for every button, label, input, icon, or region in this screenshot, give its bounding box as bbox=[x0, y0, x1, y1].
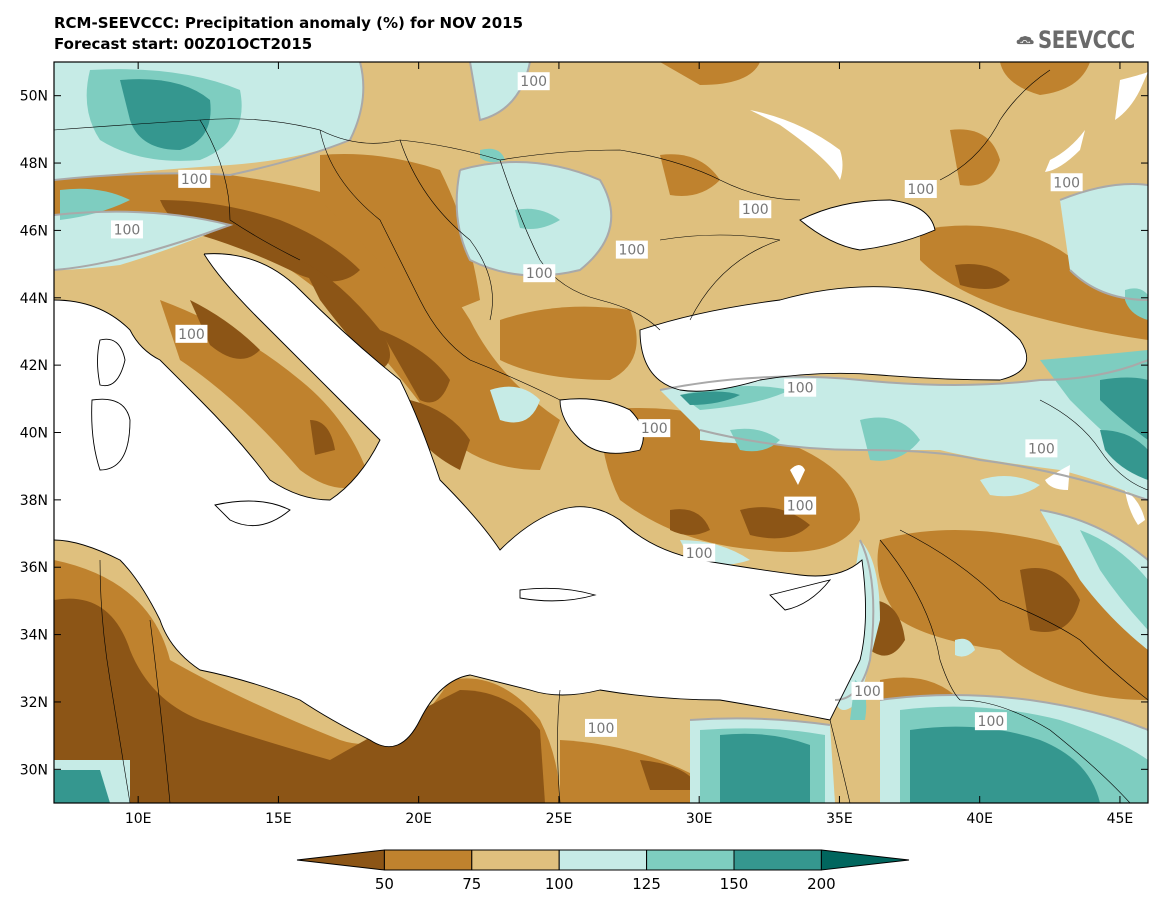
x-tick-label: 45E bbox=[1107, 811, 1134, 827]
contour-label-text: 100 bbox=[854, 684, 881, 700]
contour-label-bg bbox=[110, 220, 143, 239]
contour-label-text: 100 bbox=[907, 182, 934, 198]
colorbar-arrow-low bbox=[296, 849, 385, 871]
seevccc-logo: SEEVCCC bbox=[1016, 22, 1156, 58]
y-tick-label: 32N bbox=[20, 695, 48, 711]
contour-label-100: 100 bbox=[638, 419, 671, 438]
y-tick-label: 30N bbox=[20, 762, 48, 778]
coastlines-borders bbox=[54, 199, 1028, 748]
contour-labels-layer: 100 100 100 100 100 100 100 100 100 100 100 100 100 1… bbox=[110, 72, 1083, 737]
colorbar-tick-label: 50 bbox=[375, 875, 394, 893]
y-tick-label: 40N bbox=[20, 426, 48, 442]
contour-label-text: 100 bbox=[588, 721, 615, 737]
contour-label-bg bbox=[178, 169, 211, 188]
contour-label-bg bbox=[974, 712, 1007, 731]
contour-label-100: 100 bbox=[974, 712, 1007, 731]
contour-label-bg bbox=[1050, 173, 1083, 192]
contour-label-text: 100 bbox=[1053, 175, 1080, 191]
contour-label-bg bbox=[904, 179, 937, 198]
map-field bbox=[54, 62, 1148, 803]
contour-label-100: 100 bbox=[683, 543, 716, 562]
colorbar: 50 75 100 125 150 200 bbox=[296, 849, 910, 893]
map-title: RCM-SEEVCCC: Precipitation anomaly (%) f… bbox=[54, 14, 524, 32]
contour-label-bg bbox=[175, 324, 208, 343]
contour-label-100: 100 bbox=[784, 378, 817, 397]
cloud-icon bbox=[1016, 35, 1034, 45]
contour-label-bg bbox=[784, 496, 817, 515]
contour-label-text: 100 bbox=[178, 327, 205, 343]
colorbar-tick-label: 150 bbox=[720, 875, 749, 893]
y-tick-label: 48N bbox=[20, 156, 48, 172]
contour-label-text: 100 bbox=[641, 421, 668, 437]
forecast-start-subtitle: Forecast start: 00Z01OCT2015 bbox=[54, 35, 313, 53]
contour-label-text: 100 bbox=[618, 243, 645, 259]
contour-label-100: 100 bbox=[175, 324, 208, 343]
contour-label-100: 100 bbox=[1025, 439, 1058, 458]
contour-label-bg bbox=[739, 200, 772, 219]
colorbar-tick-label: 125 bbox=[632, 875, 661, 893]
anomaly-150-200-regions bbox=[54, 79, 1148, 803]
contour-label-text: 100 bbox=[787, 381, 814, 397]
contour-label-100: 100 bbox=[851, 681, 884, 700]
contour-100-lines bbox=[54, 62, 1148, 731]
contour-label-100: 100 bbox=[784, 496, 817, 515]
y-tick-label: 38N bbox=[20, 493, 48, 509]
contour-label-text: 100 bbox=[181, 172, 208, 188]
nodata-patches bbox=[750, 72, 1148, 525]
contour-label-bg bbox=[1025, 439, 1058, 458]
contour-label-bg bbox=[784, 378, 817, 397]
colorbar-segment bbox=[558, 849, 648, 871]
axis-ticks-layer: 10E 15E 20E 25E 30E 35E 40E 45E 30N 32N 34N 36N 38N 4… bbox=[20, 62, 1148, 827]
y-tick-label: 34N bbox=[20, 628, 48, 644]
colorbar-segment bbox=[471, 849, 560, 871]
x-tick-label: 35E bbox=[826, 811, 853, 827]
contour-label-100: 100 bbox=[178, 169, 211, 188]
contour-label-text: 100 bbox=[1028, 441, 1055, 457]
country-borders bbox=[54, 69, 1148, 803]
y-tick-label: 36N bbox=[20, 560, 48, 576]
x-tick-label: 10E bbox=[125, 811, 152, 827]
contour-label-bg bbox=[683, 543, 716, 562]
contour-label-bg bbox=[851, 681, 884, 700]
contour-label-bg bbox=[638, 419, 671, 438]
contour-label-bg bbox=[615, 240, 648, 259]
x-tick-label: 30E bbox=[686, 811, 713, 827]
colorbar-segment bbox=[733, 849, 822, 871]
colorbar-segment bbox=[646, 849, 735, 871]
contour-label-text: 100 bbox=[114, 222, 141, 238]
contour-label-text: 100 bbox=[787, 499, 814, 515]
y-tick-label: 46N bbox=[20, 223, 48, 239]
x-tick-label: 25E bbox=[546, 811, 573, 827]
y-tick-label: 42N bbox=[20, 358, 48, 374]
contour-label-text: 100 bbox=[978, 714, 1005, 730]
x-tick-label: 20E bbox=[405, 811, 432, 827]
x-tick-label: 40E bbox=[966, 811, 993, 827]
contour-label-text: 100 bbox=[686, 546, 713, 562]
contour-label-100: 100 bbox=[517, 72, 550, 91]
colorbar-segment bbox=[383, 849, 473, 871]
contour-label-100: 100 bbox=[1050, 173, 1083, 192]
colorbar-tick-label: 75 bbox=[462, 875, 481, 893]
contour-label-100: 100 bbox=[523, 264, 556, 283]
contour-label-100: 100 bbox=[904, 179, 937, 198]
contour-label-text: 100 bbox=[742, 202, 769, 218]
contour-label-text: 100 bbox=[520, 74, 547, 90]
colorbar-tick-label: 200 bbox=[807, 875, 836, 893]
contour-label-bg bbox=[585, 718, 617, 737]
colorbar-tick-label: 100 bbox=[545, 875, 574, 893]
contour-label-bg bbox=[523, 264, 556, 283]
contour-label-bg bbox=[517, 72, 550, 91]
contour-label-100: 100 bbox=[615, 240, 648, 259]
logo-text: SEEVCCC bbox=[1038, 26, 1135, 54]
contour-label-100: 100 bbox=[739, 200, 772, 219]
sea-areas bbox=[54, 200, 1027, 747]
colorbar-arrow-high bbox=[820, 849, 910, 871]
y-tick-label: 50N bbox=[20, 89, 48, 105]
contour-label-text: 100 bbox=[526, 266, 553, 282]
contour-label-100: 100 bbox=[585, 718, 617, 737]
x-tick-label: 15E bbox=[265, 811, 292, 827]
contour-label-100: 100 bbox=[110, 220, 143, 239]
y-tick-label: 44N bbox=[20, 291, 48, 307]
